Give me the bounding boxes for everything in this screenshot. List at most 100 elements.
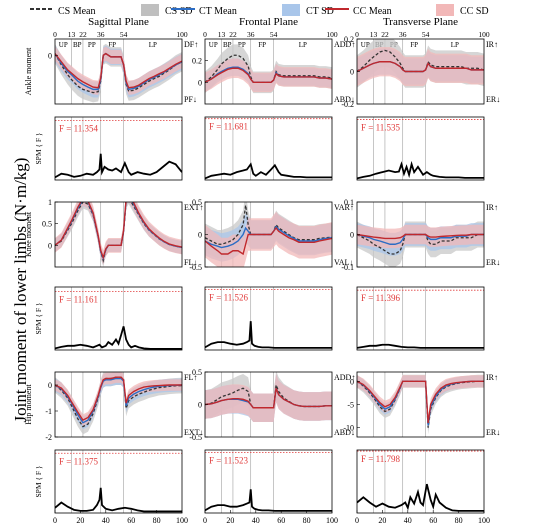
phase-tick-label: 0 [53, 30, 57, 39]
sd-band-cc-mean [55, 46, 182, 95]
legend-entry-4: CC Mean [325, 6, 392, 17]
y-tick-label: 0 [48, 51, 52, 60]
plot-frame [204, 201, 333, 268]
phase-name-label: PP [238, 41, 246, 49]
y-tick-label: 0.5 [192, 368, 202, 377]
x-tick-label: 80 [303, 516, 311, 523]
legend-label: CS Mean [58, 6, 96, 17]
panel-r1-c2: F = 11.535 [356, 116, 485, 181]
phase-tick-label: 100 [326, 30, 338, 39]
series-layer [205, 162, 332, 180]
phase-tick-label: 13 [68, 30, 76, 39]
mean-line-cs-mean [357, 233, 484, 255]
spm-curve [55, 153, 182, 179]
series-layer [205, 44, 332, 94]
plot-frame [204, 286, 333, 351]
series-layer [205, 202, 332, 267]
phase-tick-label: 22 [381, 30, 389, 39]
series-layer [205, 372, 332, 423]
y-tick-label: 0 [198, 78, 202, 87]
direction-label-bottom: FL↓ [184, 258, 197, 267]
legend-label: CC SD [460, 6, 489, 17]
y-tick-label: -0.5 [189, 433, 202, 442]
legend-entry-5: CC SD [436, 4, 489, 17]
y-tick-label: 0 [48, 241, 52, 250]
y-tick-label: -1 [45, 407, 52, 416]
sd-band-cc-mean [357, 375, 484, 430]
y-tick-label: -5 [347, 401, 354, 410]
plot-frame [356, 201, 485, 268]
y-tick-label: 0 [48, 381, 52, 390]
plot-frame [54, 286, 183, 351]
direction-label-top: VAR↑ [334, 203, 354, 212]
legend-label: CT Mean [199, 6, 237, 17]
sd-band-cc-mean [205, 211, 332, 267]
direction-label-bottom: VAL↓ [334, 258, 353, 267]
x-tick-label: 20 [378, 516, 386, 523]
panel-r2-c0: 1 0.5 0 EXT↑ FL↓ Knee moment [24, 198, 204, 268]
phase-name-label: LP [299, 41, 307, 49]
row-y-label: Hip moment [24, 384, 33, 425]
phase-name-label: UP [209, 41, 218, 49]
mean-line-cs-mean [205, 54, 332, 83]
phase-name-label: BP [73, 41, 82, 49]
plot-frame [54, 371, 183, 438]
plot-frame [204, 116, 333, 181]
mean-line-cc-mean [55, 52, 182, 89]
threshold-value-label: F = 11.535 [361, 122, 400, 132]
phase-tick-label: 100 [176, 30, 188, 39]
y-tick-label: 0 [198, 401, 202, 410]
y-tick-label: 0.2 [344, 35, 354, 44]
mean-line-cc-mean [357, 233, 484, 240]
series-layer [205, 321, 332, 349]
direction-label-bottom: ER↓ [486, 258, 500, 267]
direction-label-top: IR↑ [486, 373, 498, 382]
phase-name-label: FP [410, 41, 418, 49]
y-tick-label: 0.5 [42, 220, 52, 229]
x-tick-label: 40 [252, 516, 260, 523]
row-y-label: Knee moment [24, 211, 33, 257]
threshold-value-label: F = 11.375 [59, 456, 98, 466]
sd-band-cc-mean [357, 47, 484, 87]
plot-frame [204, 371, 333, 438]
spm-curve [357, 160, 484, 180]
plot-frame [356, 38, 485, 105]
mean-line-ct-mean [55, 377, 182, 424]
y-tick-label: -2 [45, 433, 52, 442]
plot-area [55, 287, 182, 350]
legend-entry-2: CT Mean [171, 6, 237, 17]
panel-r3-c1: F = 11.526 [204, 286, 333, 351]
plot-area [55, 450, 182, 513]
direction-label-bottom: ABD↓ [334, 95, 355, 104]
mean-line-cs-mean [357, 49, 484, 73]
direction-label-bottom: PF↓ [184, 95, 197, 104]
phase-tick-label: 13 [218, 30, 226, 39]
series-layer [357, 374, 484, 435]
panel-r1-c1: F = 11.681 [204, 116, 333, 181]
legend-entry-3: CT SD [282, 4, 334, 17]
phase-tick-label: 0 [355, 30, 359, 39]
panel-r2-c2: 0.1 0 -0.1 IR↑ ER↓ [341, 198, 500, 272]
x-tick-label: 100 [326, 516, 338, 523]
series-layer [357, 483, 484, 512]
phase-name-label: LP [149, 41, 157, 49]
spm-y-label: SPM { F } [34, 302, 43, 334]
y-tick-label: 1 [48, 198, 52, 207]
legend-swatch [436, 4, 454, 16]
phase-tick-label: 54 [120, 30, 128, 39]
plot-frame [54, 201, 183, 268]
y-tick-label: 0.2 [192, 57, 202, 66]
x-tick-label: 40 [404, 516, 412, 523]
y-tick-label: 0 [350, 231, 354, 240]
x-tick-label: 20 [76, 516, 84, 523]
panel-r5-c1: F = 11.523020406080100Time% [203, 449, 338, 523]
phase-tick-label: 22 [79, 30, 87, 39]
series-layer [55, 43, 182, 103]
threshold-value-label: F = 11.396 [361, 293, 400, 303]
direction-label-top: ADD↑ [334, 373, 355, 382]
sd-band-cs-mean [357, 374, 484, 435]
direction-label-bottom: ER↓ [486, 95, 500, 104]
spm-curve [55, 326, 182, 350]
series-layer [357, 39, 484, 88]
